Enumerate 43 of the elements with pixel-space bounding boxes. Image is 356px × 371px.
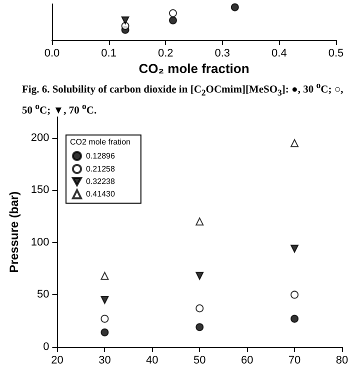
point [196, 272, 204, 280]
point [168, 16, 177, 24]
point [121, 22, 130, 30]
legend-label: 0.41430 [86, 190, 116, 199]
x-tick-label: 50 [194, 354, 206, 366]
legend-label: 0.12896 [86, 152, 116, 160]
point [290, 244, 299, 253]
x-axis-title: CO₂ mole fraction [138, 61, 250, 76]
x-tick-label: 80 [336, 354, 348, 366]
x-tick-label: 20 [51, 354, 64, 366]
point [196, 304, 204, 312]
point [100, 328, 109, 336]
point [290, 314, 299, 323]
point [290, 290, 299, 299]
legend-title: CO2 mole fration [70, 138, 130, 146]
y-tick-label: 100 [30, 236, 50, 248]
point [121, 16, 130, 24]
point [230, 3, 239, 12]
x-tick-label: 0.0 [44, 48, 60, 60]
y-tick-label: 200 [30, 132, 50, 144]
x-tick-label: 0.1 [101, 48, 116, 60]
point [100, 314, 109, 323]
point [290, 139, 299, 148]
point [196, 218, 204, 226]
y-tick-label: 150 [30, 184, 50, 196]
y-axis-title: Pressure (bar) [7, 191, 21, 273]
legend-label: 0.32238 [86, 177, 116, 186]
y-tick-label: 0 [43, 341, 50, 353]
point [100, 296, 109, 304]
point [196, 323, 204, 332]
x-tick-label: 0.2 [158, 48, 174, 60]
y-tick-label: 50 [37, 288, 50, 301]
x-tick-label: 40 [146, 354, 158, 366]
x-tick-label: 0.4 [272, 48, 287, 60]
point [168, 9, 177, 18]
x-tick-label: 0.5 [328, 48, 344, 60]
x-tick-label: 30 [98, 354, 111, 366]
legend-label: 0.21258 [86, 164, 116, 174]
x-tick-label: 0.3 [214, 48, 230, 60]
point [100, 272, 109, 280]
x-tick-label: 70 [288, 354, 301, 366]
x-tick-label: 60 [240, 354, 254, 366]
text: Fig. 6. Solubility of carbon dioxide in [C$_{2}$OCmim][MeSO$_{3}$]: ●, 30 $^{o}$C; ○, 50 $^{o}$C; ▼, 70 $^{o}$C. [22, 80, 344, 116]
